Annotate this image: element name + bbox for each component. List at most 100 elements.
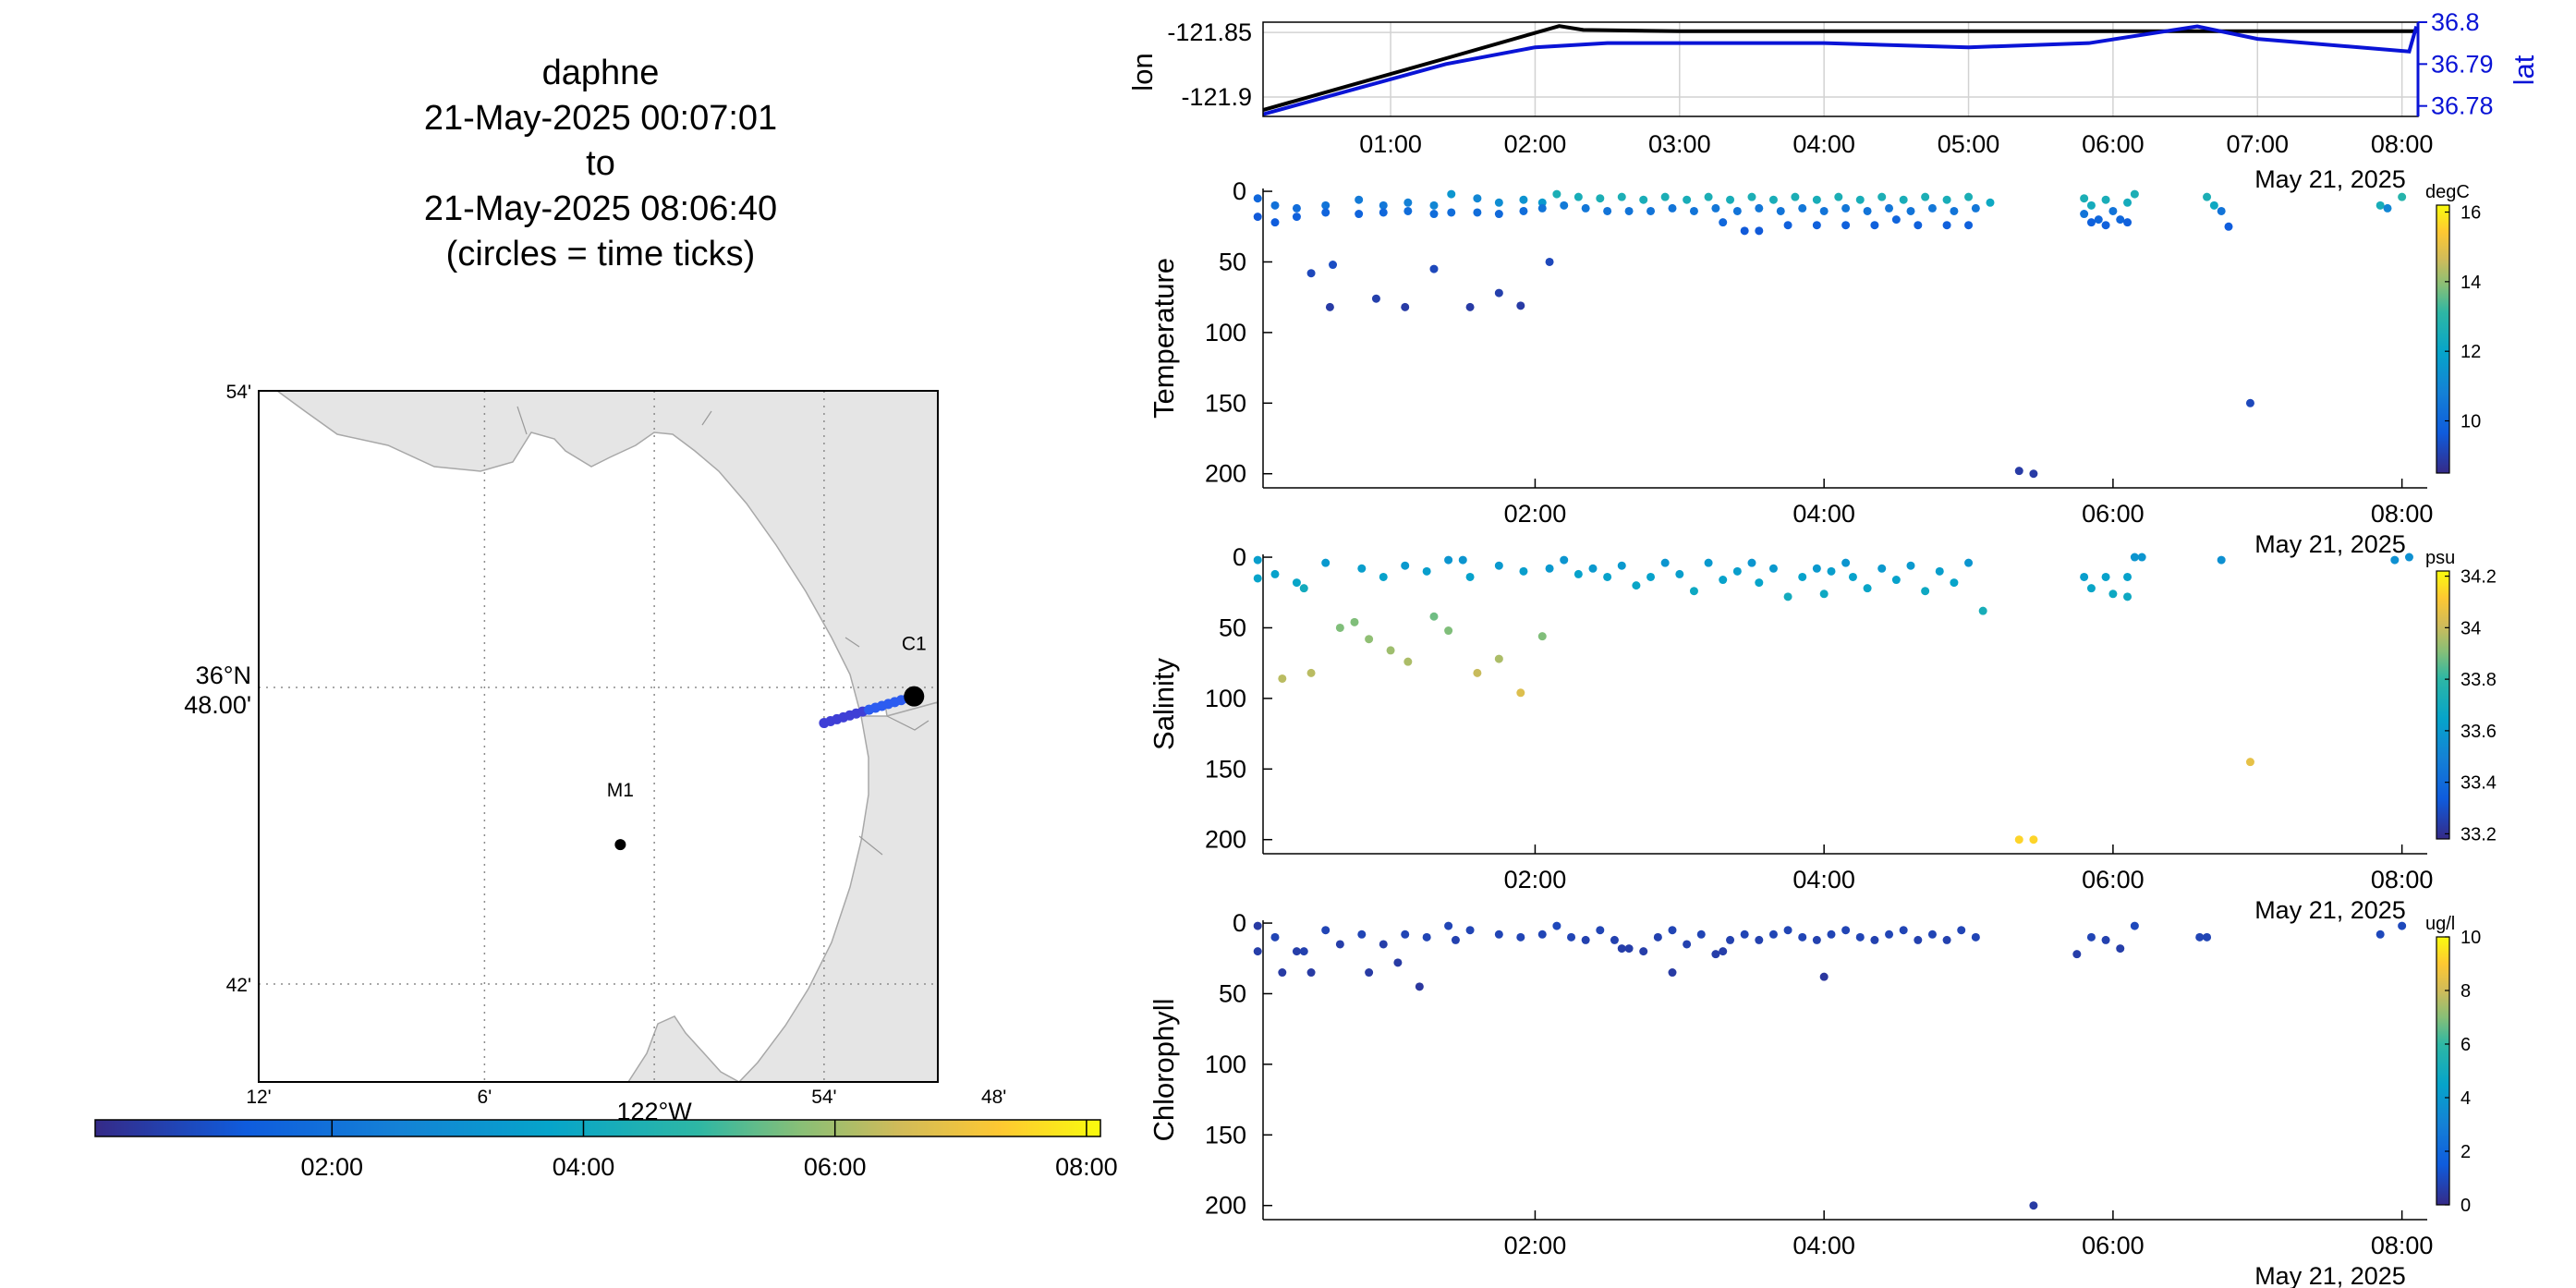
data-point	[2116, 215, 2125, 225]
data-point	[1429, 200, 1439, 210]
data-point	[1560, 555, 1569, 565]
data-point	[1292, 947, 1301, 956]
time-colorbar	[94, 1119, 1101, 1137]
data-point	[1451, 935, 1460, 944]
data-point	[1935, 566, 1944, 576]
data-point	[1567, 932, 1576, 942]
data-point	[1253, 194, 1262, 203]
data-point	[1371, 294, 1380, 303]
data-point	[1270, 200, 1280, 210]
data-point	[1906, 206, 1915, 215]
data-point	[1357, 930, 1367, 939]
data-point	[1545, 257, 1554, 266]
data-point	[1574, 569, 1583, 578]
data-point	[1429, 612, 1439, 621]
data-point	[1403, 198, 1413, 207]
data-point	[1617, 561, 1626, 570]
right-y-axis-label: lat	[2508, 55, 2540, 85]
data-point	[1596, 926, 1605, 935]
data-point	[1755, 935, 1764, 944]
data-point	[1855, 932, 1865, 942]
data-point	[1639, 947, 1648, 956]
colorbar-tick-label: 34	[2461, 618, 2481, 638]
data-point	[2086, 218, 2096, 227]
data-point	[1581, 935, 1590, 944]
data-point	[1906, 561, 1915, 570]
colorbar-tick-label: 12	[2461, 342, 2481, 362]
data-point	[2123, 218, 2132, 227]
data-point	[1552, 921, 1561, 930]
data-point	[1942, 195, 1951, 204]
data-point	[2080, 194, 2089, 203]
data-point	[1253, 947, 1262, 956]
x-tick-label: 04:00	[1792, 130, 1855, 158]
y-tick-label: 100	[1205, 1051, 1246, 1078]
data-point	[1726, 195, 1735, 204]
coastline-south	[626, 1015, 740, 1083]
y-tick-label: 100	[1205, 319, 1246, 346]
data-point	[1711, 203, 1720, 213]
data-point	[1950, 206, 1959, 215]
lat-series-line	[1262, 24, 2419, 116]
data-point	[1494, 198, 1503, 207]
data-point	[1624, 206, 1634, 215]
data-point	[2123, 572, 2132, 581]
data-point	[1617, 944, 1626, 954]
right-y-tick-label: 36.78	[2431, 92, 2494, 120]
data-point	[1355, 210, 1364, 219]
data-point	[2014, 467, 2023, 476]
data-point	[2123, 592, 2132, 601]
y-tick-label: 150	[1205, 755, 1246, 783]
map-lat-tick: 54'	[226, 382, 251, 403]
x-tick-label: 08:00	[2371, 130, 2434, 158]
data-point	[1415, 982, 1424, 991]
data-point	[1942, 935, 1951, 944]
colorbar-tick-label: 33.2	[2461, 824, 2497, 844]
data-point	[1403, 206, 1413, 215]
data-point	[1827, 930, 1836, 939]
x-tick-label: 02:00	[1504, 500, 1567, 528]
data-point	[1321, 926, 1331, 935]
lon-lat-panel: 01:00 02:00 03:00 04:00 05:00 06:00 07:00 08:00…	[1126, 8, 2540, 193]
data-point	[1603, 572, 1612, 581]
data-point	[1357, 564, 1367, 573]
data-point	[1885, 930, 1894, 939]
map-lon-tick: 12'	[246, 1087, 271, 1108]
data-point	[1473, 194, 1482, 203]
data-point	[1719, 218, 1728, 227]
data-point	[1660, 558, 1670, 567]
data-point	[1458, 555, 1467, 565]
data-point	[1253, 574, 1262, 583]
data-point	[1812, 564, 1821, 573]
data-point	[1519, 566, 1528, 576]
data-point	[1704, 558, 1713, 567]
data-point	[1552, 189, 1561, 199]
y-tick-label: 0	[1233, 909, 1246, 937]
data-point	[1444, 626, 1453, 636]
data-point	[2137, 553, 2146, 562]
x-tick-label: 01:00	[1359, 130, 1422, 158]
x-tick-label: 08:00	[2371, 1232, 2434, 1259]
map-lon-tick: 54'	[811, 1087, 836, 1108]
data-point	[1365, 968, 1374, 978]
data-point	[2376, 930, 2385, 939]
data-point	[1660, 192, 1670, 201]
y-tick-label: 200	[1205, 1192, 1246, 1220]
data-point	[1877, 564, 1887, 573]
x-tick-label: 08:00	[2371, 866, 2434, 893]
data-point	[1581, 203, 1590, 213]
data-point	[1329, 261, 1338, 270]
x-tick-label: 05:00	[1938, 130, 2000, 158]
data-point	[1401, 930, 1410, 939]
data-point	[2376, 200, 2385, 210]
data-point	[1494, 654, 1503, 663]
data-point	[2108, 206, 2118, 215]
data-point	[1306, 269, 1316, 278]
data-point	[1863, 206, 1872, 215]
colorbar-units: psu	[2425, 548, 2455, 568]
data-point	[2014, 835, 2023, 844]
x-tick-label: 07:00	[2226, 130, 2289, 158]
data-point	[1668, 203, 1677, 213]
data-point	[1494, 561, 1503, 570]
scatter-panel-salinity: 0 50 100 150 200 02:00 04:00 06:00 08:00 Salinity…	[1148, 543, 2497, 924]
